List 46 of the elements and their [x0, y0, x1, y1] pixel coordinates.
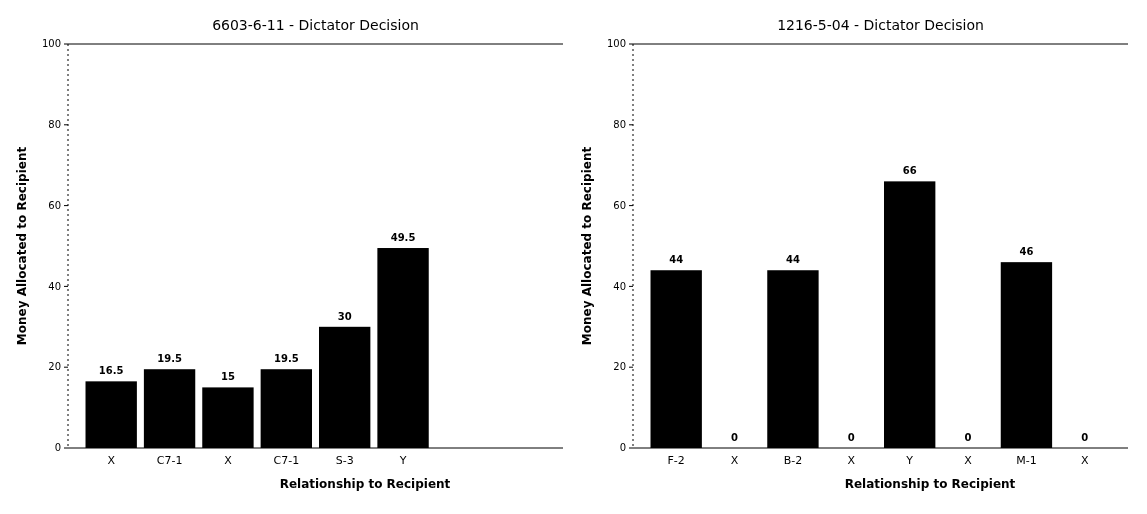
x-tick-label: X	[847, 454, 856, 467]
data-label: 66	[902, 165, 917, 177]
x-tick-label: S-3	[335, 454, 354, 467]
data-label: 0	[731, 432, 739, 443]
y-tick-label: 40	[48, 280, 61, 292]
data-label: 44	[785, 254, 800, 266]
data-label: 0	[847, 432, 855, 443]
x-tick-label: C7-1	[273, 454, 300, 467]
chart-title: 1216-5-04 - Dictator Decision	[777, 17, 984, 33]
x-tick-label: X	[1081, 454, 1090, 467]
x-axis-title: Relationship to Recipient	[844, 477, 1016, 491]
x-tick-label: Y	[905, 454, 914, 467]
x-axis-title: Relationship to Recipient	[279, 477, 451, 491]
x-tick-label: B-2	[783, 454, 803, 467]
y-tick-label: 20	[613, 361, 626, 373]
data-label: 0	[964, 432, 972, 443]
data-label: 30	[337, 310, 352, 322]
y-tick-label: 40	[613, 280, 626, 292]
x-tick-label: X	[107, 454, 116, 467]
y-tick-label: 60	[48, 199, 61, 211]
data-label: 49.5	[390, 232, 416, 244]
y-tick-label: 60	[613, 199, 626, 211]
data-label: 44	[669, 254, 684, 266]
x-tick-label: Y	[398, 454, 407, 467]
y-tick-label: 20	[48, 361, 61, 373]
x-tick-label: X	[224, 454, 233, 467]
data-label: 0	[1081, 432, 1089, 443]
y-tick-label: 80	[613, 119, 626, 130]
data-label: 46	[1019, 246, 1034, 258]
x-tick-label: M-1	[1016, 454, 1037, 467]
x-tick-label: X	[964, 454, 973, 467]
x-tick-label: C7-1	[156, 454, 183, 467]
y-tick-label: 0	[54, 442, 61, 454]
y-axis-title: Money Allocated to Recipient	[580, 146, 594, 346]
y-axis-title: Money Allocated to Recipient	[15, 146, 29, 346]
data-label: 15	[220, 371, 235, 383]
y-tick-label: 80	[48, 119, 61, 130]
data-label: 19.5	[157, 353, 182, 365]
data-label: 19.5	[273, 353, 299, 365]
x-tick-label: F-2	[667, 454, 685, 467]
chart-title: 6603-6-11 - Dictator Decision	[212, 17, 419, 33]
y-tick-label: 100	[41, 38, 61, 50]
x-tick-label: X	[730, 454, 739, 467]
y-tick-label: 0	[619, 442, 626, 454]
y-tick-label: 100	[606, 38, 626, 50]
data-label: 16.5	[98, 365, 124, 377]
